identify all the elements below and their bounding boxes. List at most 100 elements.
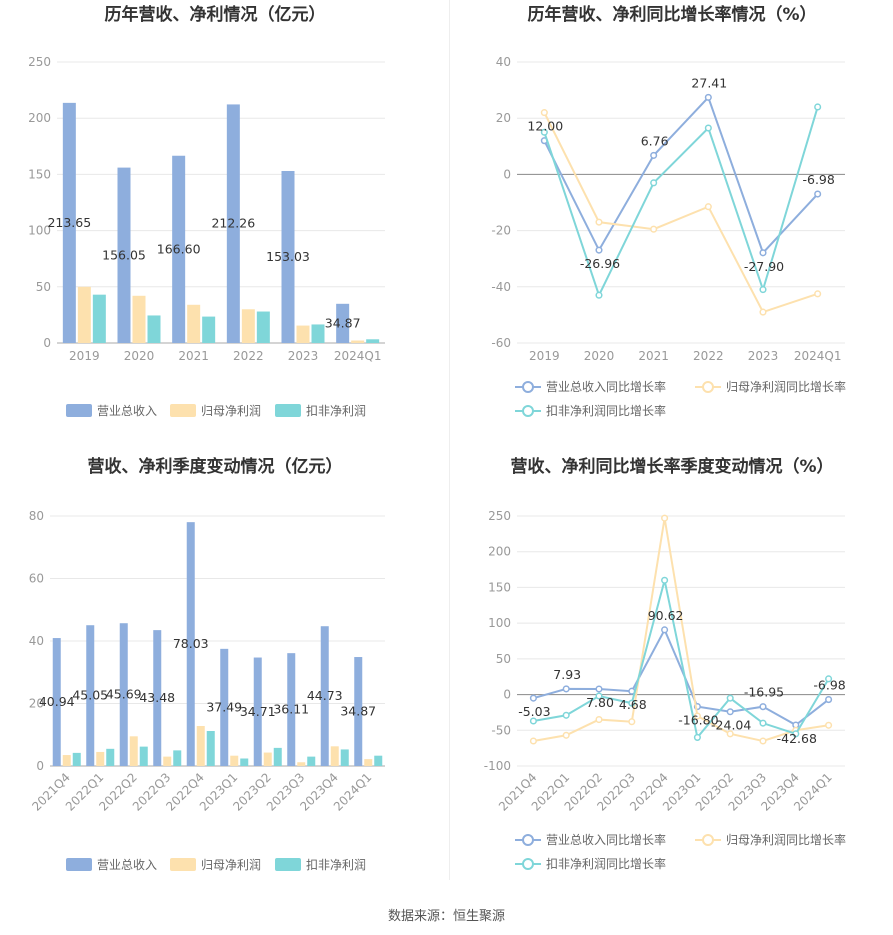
bar-revenue: [287, 653, 296, 766]
bar-deducted-profit: [206, 731, 215, 766]
legend-label: 归母净利润: [201, 404, 261, 418]
bar-revenue: [153, 630, 162, 766]
data-point: [814, 103, 822, 111]
chart-title: 历年营收、净利同比增长率情况（%）: [527, 4, 816, 25]
y-tick-label: -40: [491, 280, 511, 294]
y-tick-label: -50: [491, 723, 511, 737]
legend-swatch: [66, 858, 92, 871]
y-tick-label: 0: [503, 167, 511, 181]
bar-net-profit: [241, 309, 255, 343]
data-point: [595, 685, 603, 693]
x-tick-label: 2024Q1: [334, 349, 382, 363]
data-label: 156.05: [102, 247, 146, 262]
bar-revenue: [186, 522, 195, 766]
y-tick-label: 50: [36, 280, 51, 294]
legend-label: 归母净利润同比增长率: [726, 379, 846, 394]
data-point: [529, 717, 537, 725]
legend-label: 归母净利润: [201, 858, 261, 872]
bar-net-profit: [132, 295, 146, 343]
series-line: [533, 627, 830, 727]
data-point: [726, 708, 734, 716]
legend-label: 扣非净利润: [306, 404, 366, 418]
data-point: [562, 731, 570, 739]
data-label: 43.48: [139, 690, 175, 705]
data-label: 12.00: [527, 119, 563, 134]
data-point: [726, 694, 734, 702]
y-tick-label: -60: [491, 336, 511, 350]
data-point: [693, 733, 701, 741]
bar-net-profit: [77, 286, 91, 343]
data-point: [693, 712, 701, 720]
y-tick-label: -100: [484, 759, 511, 773]
bar-deducted-profit: [366, 339, 380, 343]
bar-revenue: [220, 648, 229, 766]
y-tick-label: 40: [496, 55, 511, 69]
data-point: [759, 308, 767, 316]
data-label: 78.03: [173, 636, 209, 651]
data-label: -16.95: [744, 685, 784, 700]
bar-net-profit: [297, 762, 306, 766]
data-label: 37.49: [206, 699, 242, 714]
legend-swatch: [275, 858, 301, 871]
y-tick-label: 0: [43, 336, 51, 350]
y-tick-label: 50: [496, 652, 511, 666]
quarterly-growth-chart: 营收、净利同比增长率季度变动情况（%） -100 -50 0 50 100 150 200 25…: [450, 448, 893, 888]
data-label: 7.80: [586, 695, 614, 710]
legend-label: 归母净利润同比增长率: [726, 832, 846, 847]
data-label: 45.69: [106, 687, 142, 702]
legend-swatch: [275, 404, 301, 417]
panel-divider: [449, 0, 450, 880]
x-tick-label: 2021: [178, 349, 209, 363]
data-label: 27.41: [691, 75, 727, 90]
legend-marker: [522, 405, 534, 417]
x-tick-label: 2023: [288, 349, 319, 363]
bar-deducted-profit: [139, 746, 148, 766]
data-point: [540, 128, 548, 136]
bar-net-profit: [129, 736, 138, 766]
data-point: [628, 718, 636, 726]
y-tick-label: 40: [29, 634, 44, 648]
bar-net-profit: [96, 751, 105, 766]
data-label: -5.03: [518, 704, 550, 719]
data-point: [726, 730, 734, 738]
bar-net-profit: [187, 304, 201, 343]
data-point: [825, 721, 833, 729]
y-tick-label: 200: [488, 545, 511, 559]
data-label: 153.03: [266, 249, 310, 264]
data-label: 40.94: [39, 694, 75, 709]
bar-net-profit: [364, 759, 373, 766]
annual-amounts-chart: 历年营收、净利情况（亿元） 0 50 100 150 200 250 2019 2020 2021…: [0, 0, 449, 440]
annual-growth-svg: 历年营收、净利同比增长率情况（%） -60 -40 -20 0 20 40 2019 2020 2…: [491, 4, 846, 418]
data-point: [562, 711, 570, 719]
bar-revenue: [52, 638, 61, 766]
legend-label: 营业总收入同比增长率: [546, 379, 666, 394]
data-point: [759, 249, 767, 257]
bar-deducted-profit: [147, 315, 161, 343]
bar-net-profit: [263, 752, 272, 766]
data-source-footer: 数据来源：恒生聚源: [387, 909, 505, 924]
bar-revenue: [320, 626, 329, 766]
x-tick-label: 2019: [529, 349, 560, 363]
data-label: 213.65: [47, 215, 91, 230]
annual-growth-chart: 历年营收、净利同比增长率情况（%） -60 -40 -20 0 20 40 2019 2020 2…: [450, 0, 893, 440]
bar-deducted-profit: [72, 752, 81, 766]
data-label: 34.71: [240, 704, 276, 719]
data-point: [825, 696, 833, 704]
quarterly-amounts-svg: 营收、净利季度变动情况（亿元）0204060802021Q42022Q12022…: [29, 456, 385, 872]
data-point: [759, 737, 767, 745]
data-label: 34.87: [325, 315, 361, 330]
bar-revenue: [253, 657, 262, 766]
chart-title: 营收、净利同比增长率季度变动情况（%）: [510, 456, 833, 477]
data-point: [759, 719, 767, 727]
bar-revenue: [281, 170, 295, 343]
data-point: [814, 190, 822, 198]
bar-net-profit: [62, 755, 71, 766]
y-tick-label: 100: [28, 224, 51, 238]
data-point: [759, 703, 767, 711]
y-tick-label: 250: [28, 55, 51, 69]
data-label: 212.26: [211, 216, 255, 231]
data-point: [595, 246, 603, 254]
legend-label: 营业总收入同比增长率: [546, 832, 666, 847]
quarterly-amounts-chart: 营收、净利季度变动情况（亿元） 0 20 40 60 80 2021Q4 2022Q1 2022…: [0, 448, 449, 888]
bar-net-profit: [296, 325, 310, 343]
